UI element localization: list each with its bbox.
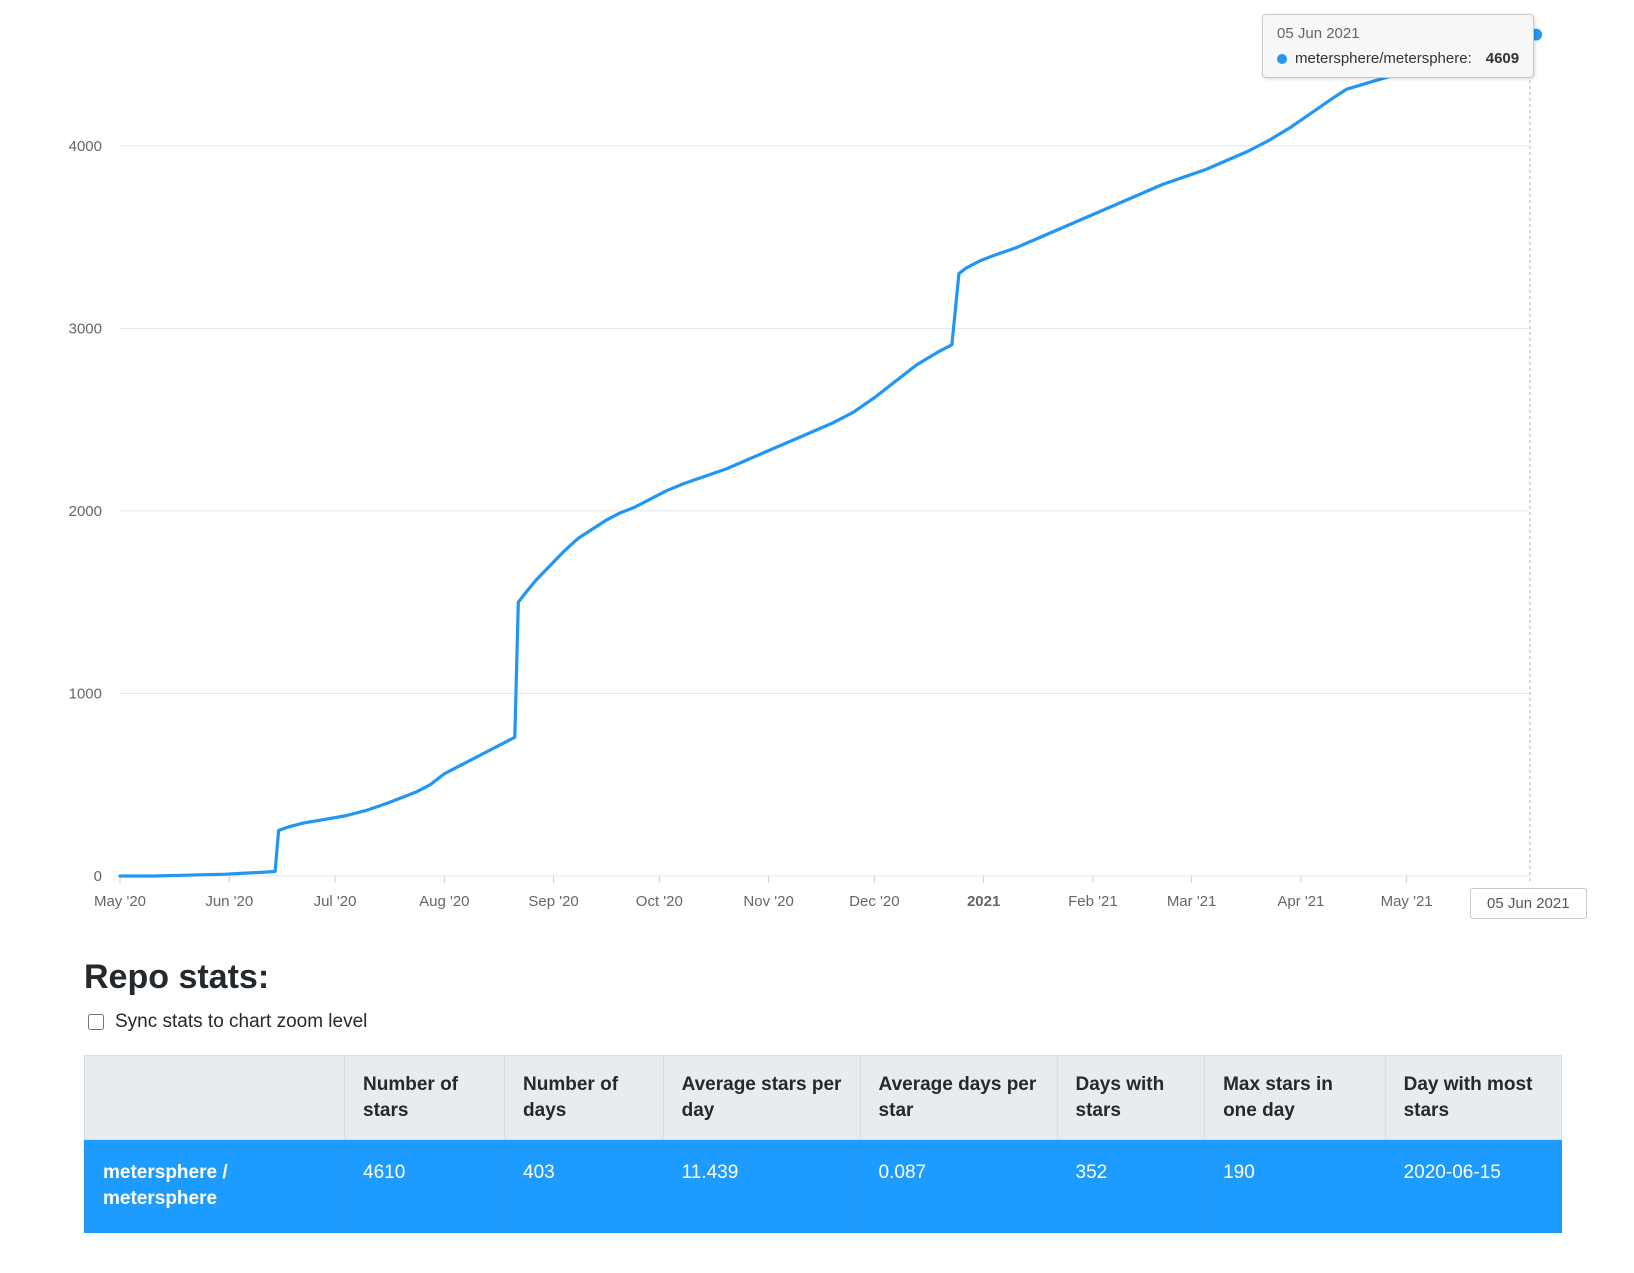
table-cell: 2020-06-15 — [1385, 1140, 1561, 1232]
line-chart[interactable]: 0 1000 2000 3000 4000 May '20 Jun '20 Jul '20 Au… — [0, 0, 1634, 946]
stats-column-header: Average stars per day — [663, 1056, 860, 1140]
stats-title: Repo stats: — [84, 958, 1562, 997]
stats-table-head: Number of starsNumber of daysAverage sta… — [85, 1056, 1562, 1140]
stats-column-header: Day with most stars — [1385, 1056, 1561, 1140]
svg-text:May '20: May '20 — [94, 893, 146, 910]
stats-table: Number of starsNumber of daysAverage sta… — [84, 1055, 1562, 1233]
sync-checkbox-row[interactable]: Sync stats to chart zoom level — [84, 1011, 1562, 1033]
tooltip-date: 05 Jun 2021 — [1277, 25, 1519, 42]
svg-text:Jul '20: Jul '20 — [314, 893, 357, 910]
stats-column-header — [85, 1056, 345, 1140]
svg-text:2000: 2000 — [69, 503, 102, 520]
chart-tooltip: 05 Jun 2021 metersphere/metersphere: 460… — [1262, 14, 1534, 78]
svg-text:3000: 3000 — [69, 320, 102, 337]
svg-text:Mar '21: Mar '21 — [1167, 893, 1217, 910]
stats-column-header: Number of stars — [345, 1056, 505, 1140]
table-cell: metersphere / metersphere — [85, 1140, 345, 1232]
stats-section: Repo stats: Sync stats to chart zoom lev… — [0, 958, 1634, 1273]
sync-checkbox-label: Sync stats to chart zoom level — [115, 1011, 367, 1033]
svg-text:Oct '20: Oct '20 — [636, 893, 683, 910]
table-cell: 190 — [1205, 1140, 1386, 1232]
table-cell: 403 — [505, 1140, 664, 1232]
stats-column-header: Number of days — [505, 1056, 664, 1140]
stats-column-header: Days with stars — [1057, 1056, 1205, 1140]
svg-text:Sep '20: Sep '20 — [528, 893, 578, 910]
svg-text:2021: 2021 — [967, 893, 1000, 910]
sync-checkbox[interactable] — [88, 1014, 104, 1030]
svg-text:Dec '20: Dec '20 — [849, 893, 899, 910]
table-cell: 0.087 — [860, 1140, 1057, 1232]
svg-text:Apr '21: Apr '21 — [1277, 893, 1324, 910]
tooltip-row: metersphere/metersphere: 4609 — [1277, 50, 1519, 67]
tooltip-series-label: metersphere/metersphere: — [1295, 50, 1472, 67]
table-cell: 352 — [1057, 1140, 1205, 1232]
svg-text:Nov '20: Nov '20 — [743, 893, 793, 910]
chart-container: 0 1000 2000 3000 4000 May '20 Jun '20 Jul '20 Au… — [0, 0, 1634, 946]
x-axis-end-label-text: 05 Jun 2021 — [1487, 895, 1570, 912]
svg-text:Jun '20: Jun '20 — [205, 893, 253, 910]
x-axis-end-label: 05 Jun 2021 — [1470, 888, 1587, 919]
svg-text:4000: 4000 — [69, 138, 102, 155]
tooltip-series-value: 4609 — [1486, 50, 1519, 67]
stats-table-body: metersphere / metersphere461040311.4390.… — [85, 1140, 1562, 1232]
svg-text:1000: 1000 — [69, 685, 102, 702]
svg-text:May '21: May '21 — [1381, 893, 1433, 910]
stats-column-header: Average days per star — [860, 1056, 1057, 1140]
tooltip-series-dot-icon — [1277, 54, 1287, 64]
table-row: metersphere / metersphere461040311.4390.… — [85, 1140, 1562, 1232]
table-cell: 4610 — [345, 1140, 505, 1232]
stats-column-header: Max stars in one day — [1205, 1056, 1386, 1140]
svg-text:0: 0 — [94, 868, 102, 885]
svg-text:Feb '21: Feb '21 — [1068, 893, 1118, 910]
table-cell: 11.439 — [663, 1140, 860, 1232]
svg-text:Aug '20: Aug '20 — [419, 893, 469, 910]
